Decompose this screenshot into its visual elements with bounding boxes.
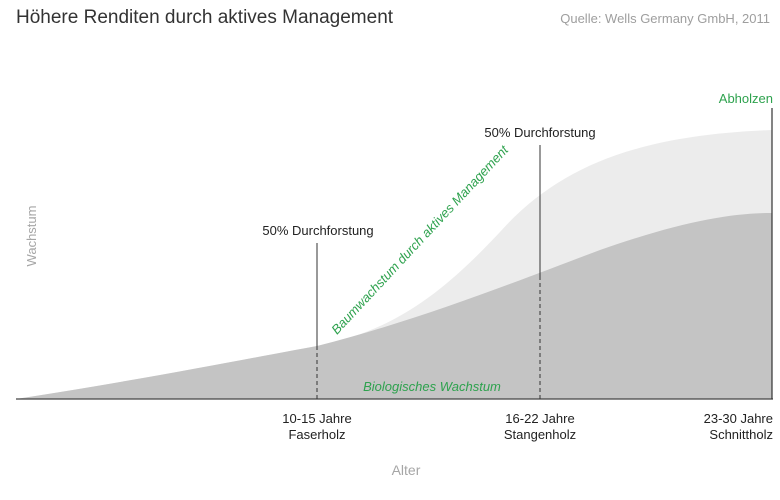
x-tick-label-2-type: Stangenholz	[504, 427, 576, 442]
x-tick-label-2-age: 16-22 Jahre	[505, 411, 574, 426]
annotation-thinning-2: 50% Durchforstung	[484, 125, 595, 140]
x-tick-label-1-age: 10-15 Jahre	[282, 411, 351, 426]
y-axis-label: Wachstum	[24, 206, 39, 267]
x-tick-label-1-type: Faserholz	[288, 427, 345, 442]
chart-title: Höhere Renditen durch aktives Management	[16, 7, 394, 28]
series-label-biological: Biologisches Wachstum	[363, 379, 501, 394]
x-axis-label: Alter	[392, 462, 421, 478]
annotation-thinning-1: 50% Durchforstung	[262, 223, 373, 238]
biological-growth-area	[16, 213, 772, 399]
x-tick-label-3-age: 23-30 Jahre	[704, 411, 773, 426]
annotation-harvest: Abholzen	[719, 91, 773, 106]
source-note: Quelle: Wells Germany GmbH, 2011	[560, 11, 770, 26]
x-tick-label-3-type: Schnittholz	[709, 427, 773, 442]
